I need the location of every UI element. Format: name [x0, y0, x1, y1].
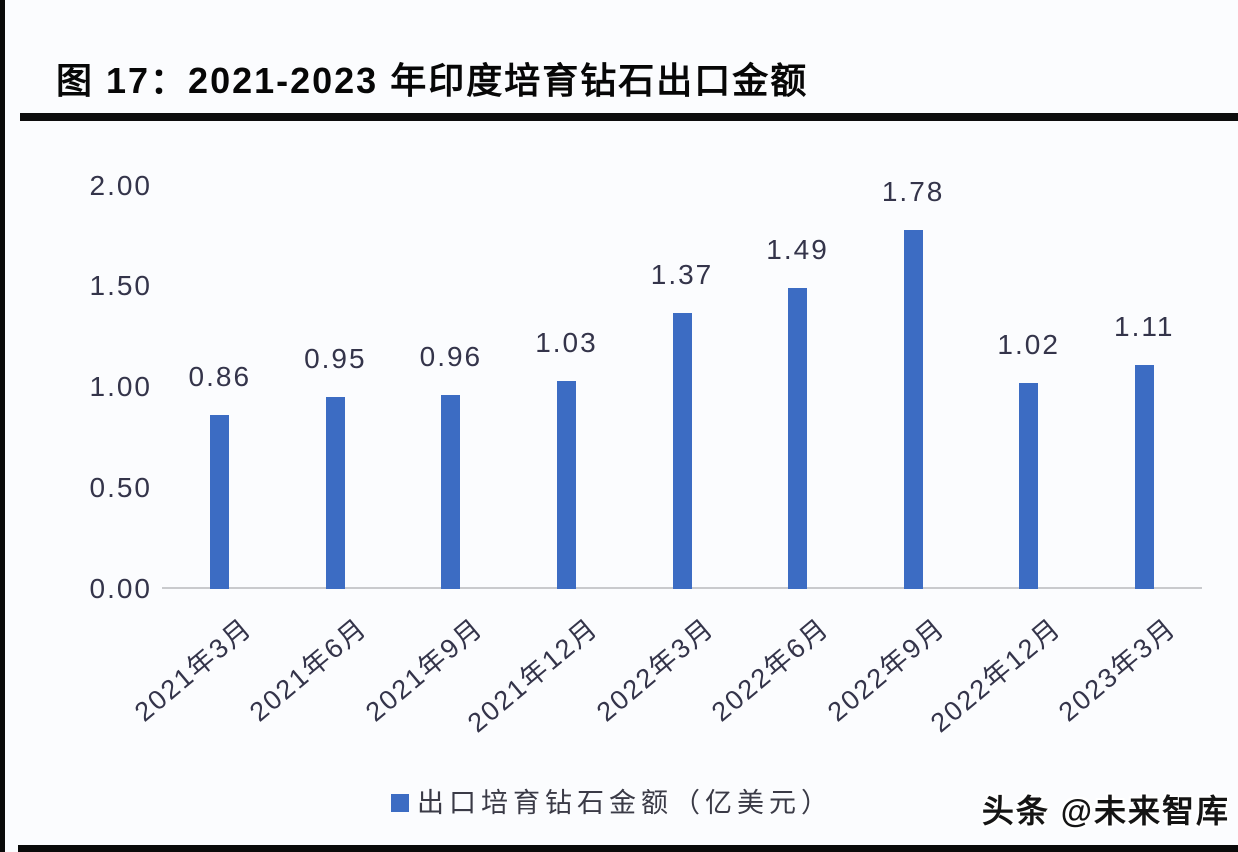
bar-value-label: 1.11 — [1114, 311, 1175, 343]
bar-value-label: 0.86 — [188, 361, 252, 393]
bar — [441, 395, 461, 589]
x-axis-label: 2021年3月 — [128, 612, 258, 728]
x-axis-label: 2023年3月 — [1053, 612, 1183, 728]
y-axis-tick-label: 0.00 — [89, 573, 152, 604]
y-axis-tick-label: 1.50 — [89, 270, 152, 302]
bar-value-label: 1.37 — [650, 258, 714, 290]
x-axis-label: 2022年3月 — [590, 612, 720, 728]
bar-value-label: 0.96 — [419, 341, 483, 373]
bottom-frame-bar — [18, 845, 1238, 852]
bar-value-label: 1.03 — [535, 327, 598, 359]
bar — [325, 397, 345, 589]
chart-legend: 出口培育钻石金额（亿美元） — [391, 786, 833, 820]
figure-title: 图 17：2021-2023 年印度培育钻石出口金额 — [56, 60, 809, 101]
bar — [1019, 383, 1039, 589]
bar — [903, 229, 923, 589]
bar-value-label: 0.95 — [304, 343, 367, 375]
bar-value-label: 1.02 — [997, 329, 1060, 361]
left-frame-bar — [0, 0, 5, 852]
bar — [788, 288, 808, 589]
bar — [210, 415, 230, 589]
legend-marker-swatch — [391, 794, 409, 812]
bar-value-label: 1.49 — [766, 234, 829, 266]
title-underline-rule — [20, 113, 1238, 121]
x-axis-label: 2022年6月 — [706, 612, 836, 728]
watermark-text: 头条 @未来智库 — [981, 793, 1230, 829]
bar — [1134, 365, 1154, 589]
y-axis-tick-label: 0.50 — [89, 472, 152, 504]
y-axis-tick-label: 2.00 — [89, 169, 152, 201]
x-axis-label: 2021年6月 — [244, 612, 374, 728]
bar — [672, 312, 692, 589]
legend-label: 出口培育钻石金额（亿美元） — [417, 788, 833, 818]
y-axis-tick-label: 1.00 — [89, 371, 152, 403]
bar — [556, 381, 576, 589]
bar-value-label: 1.78 — [881, 175, 945, 207]
